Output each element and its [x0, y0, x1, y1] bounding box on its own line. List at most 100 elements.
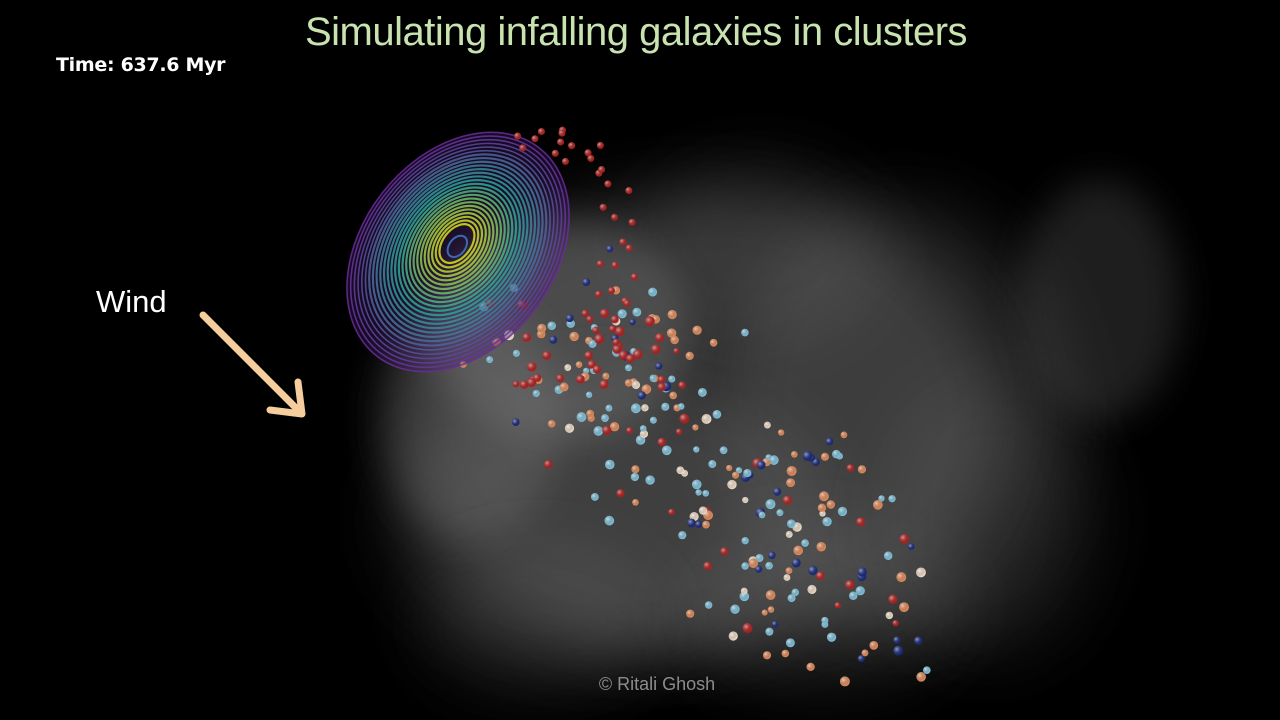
- gas-particle: [629, 318, 636, 326]
- gas-particle: [776, 509, 784, 517]
- gas-particle: [825, 437, 834, 446]
- disk-contour: [360, 146, 555, 356]
- gas-particle: [666, 328, 677, 338]
- gas-particle: [817, 503, 827, 513]
- gas-particle: [907, 543, 915, 550]
- gas-particle: [861, 649, 869, 657]
- gas-particle: [604, 180, 612, 188]
- gas-particle: [594, 333, 605, 344]
- gas-particle: [607, 286, 615, 294]
- gas-particle: [678, 381, 686, 389]
- gas-particle: [618, 350, 629, 360]
- gas-particle: [693, 446, 700, 453]
- gas-particle: [623, 299, 631, 307]
- gas-particle: [583, 367, 590, 374]
- gas-particle: [639, 425, 647, 432]
- gas-particle: [585, 391, 593, 398]
- gas-particle: [765, 561, 773, 570]
- gas-particle: [741, 562, 749, 570]
- gas-particle: [657, 375, 666, 384]
- gas-particle: [883, 551, 893, 560]
- gas-particle: [832, 449, 841, 459]
- gas-particle: [822, 516, 832, 527]
- gas-particle: [741, 328, 749, 337]
- gas-particle: [791, 558, 801, 568]
- gas-particle: [604, 459, 615, 470]
- gas-particle: [593, 426, 604, 436]
- gas-particle: [650, 344, 661, 355]
- gas-particle: [848, 591, 858, 601]
- gas-particle: [692, 424, 699, 431]
- gas-particle: [632, 307, 642, 317]
- gas-particle: [845, 580, 855, 590]
- gas-particle: [878, 495, 885, 502]
- gas-particle: [531, 135, 539, 143]
- gas-particle: [648, 287, 658, 297]
- gas-particle: [922, 666, 931, 675]
- gas-particle: [641, 384, 652, 394]
- galaxy-disk: [346, 131, 570, 373]
- gas-particle: [826, 632, 837, 642]
- gas-particle: [568, 142, 576, 150]
- gas-particle: [675, 428, 683, 435]
- gas-particle: [611, 261, 619, 269]
- gas-particle: [599, 308, 610, 318]
- gas-particle: [695, 489, 702, 496]
- gas-particle: [667, 309, 677, 320]
- gas-particle: [609, 422, 620, 432]
- gas-particle: [856, 517, 866, 527]
- gas-particle: [698, 506, 708, 515]
- gas-particle: [735, 467, 743, 474]
- disk-contour: [386, 171, 529, 325]
- gas-particle: [741, 537, 749, 545]
- disk-contour: [382, 168, 533, 330]
- gas-particle: [731, 471, 740, 479]
- gas-particle: [702, 520, 710, 529]
- gas-particle: [685, 351, 694, 360]
- gas-particle: [576, 412, 587, 422]
- gas-particle: [785, 567, 793, 575]
- gas-particle: [668, 508, 675, 516]
- gas-particle: [777, 429, 785, 436]
- gas-particle: [631, 465, 640, 474]
- gas-particle: [802, 450, 813, 461]
- gas-particle: [888, 594, 898, 604]
- gas-particle: [587, 360, 596, 369]
- disk-contour: [379, 164, 537, 334]
- gas-particle: [673, 347, 680, 354]
- gas-particle: [542, 350, 552, 360]
- gas-particle: [610, 315, 619, 324]
- gas-particle: [569, 331, 579, 342]
- gas-particle: [709, 338, 718, 347]
- gas-particle: [639, 429, 649, 438]
- gas-particle: [786, 519, 796, 528]
- gas-particle: [785, 638, 795, 648]
- gas-particle: [511, 418, 520, 427]
- gas-particle: [630, 273, 638, 281]
- gas-particle: [768, 551, 776, 560]
- copyright-credit: © Ritali Ghosh: [598, 674, 716, 694]
- gas-particle: [586, 315, 594, 323]
- gas-particle: [857, 567, 867, 577]
- gas-particle: [720, 547, 729, 556]
- gas-particle: [756, 460, 766, 470]
- gas-particle: [630, 472, 639, 482]
- gas-particle: [691, 479, 702, 490]
- gas-particle: [703, 561, 712, 571]
- gas-particle: [758, 511, 766, 519]
- gas-particle: [625, 354, 635, 363]
- disk-contour: [416, 201, 499, 291]
- gas-particle: [614, 326, 625, 337]
- disk-contour: [423, 208, 491, 282]
- gas-particle: [783, 574, 791, 581]
- gas-particle: [819, 510, 826, 517]
- gas-particle: [771, 620, 779, 628]
- gas-particle: [755, 565, 763, 573]
- gas-particle: [581, 309, 589, 317]
- wind-label: Wind: [96, 284, 167, 319]
- gas-particle: [617, 309, 627, 319]
- gas-particle: [631, 380, 641, 390]
- gas-particle: [826, 500, 835, 509]
- gas-particle: [596, 260, 604, 268]
